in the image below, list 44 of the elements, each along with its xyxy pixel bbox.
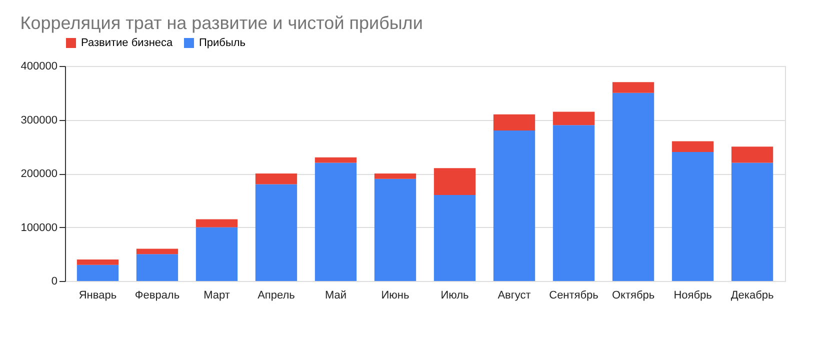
bar (136, 248, 178, 254)
bar (612, 82, 654, 93)
bar (196, 219, 238, 228)
legend-label: Развитие бизнеса (81, 37, 174, 49)
bar (196, 227, 238, 281)
bar (552, 112, 595, 126)
bar (731, 162, 774, 281)
chart-title: Корреляция трат на развитие и чистой прибыли (20, 13, 423, 33)
y-tick-label: 0 (51, 276, 58, 288)
x-tick-label: Июль (440, 290, 470, 302)
y-tick-label: 300000 (20, 114, 58, 126)
y-tick-label: 100000 (20, 222, 58, 234)
x-tick-label: Сентябрь (549, 290, 599, 302)
y-tick-label: 200000 (20, 168, 58, 180)
bar (374, 178, 416, 281)
bar (731, 146, 774, 163)
x-tick-label: Май (324, 290, 347, 302)
bar (434, 195, 476, 281)
x-tick-label: Октябрь (612, 290, 655, 302)
legend-label: Прибыль (199, 37, 246, 49)
bar (314, 162, 357, 281)
bar (552, 125, 595, 281)
bar (255, 184, 298, 281)
bar (493, 130, 536, 281)
x-tick-label: Июнь (381, 290, 410, 302)
x-tick-label: Март (204, 290, 230, 302)
bar (76, 260, 119, 265)
bar (672, 141, 714, 152)
bar (493, 114, 536, 130)
bar (374, 174, 416, 179)
x-tick-label: Август (498, 290, 531, 302)
bar (612, 92, 654, 281)
x-tick-label: Ноябрь (674, 290, 712, 302)
bar (314, 157, 357, 163)
x-tick-label: Декабрь (730, 290, 774, 302)
bar (434, 168, 476, 195)
y-tick-label: 400000 (20, 60, 58, 72)
bar (136, 254, 178, 281)
bar (672, 152, 714, 281)
bar (255, 174, 298, 184)
x-tick-label: Январь (78, 290, 117, 302)
x-tick-label: Февраль (134, 290, 180, 302)
x-tick-label: Апрель (258, 290, 296, 302)
bar (76, 264, 119, 281)
